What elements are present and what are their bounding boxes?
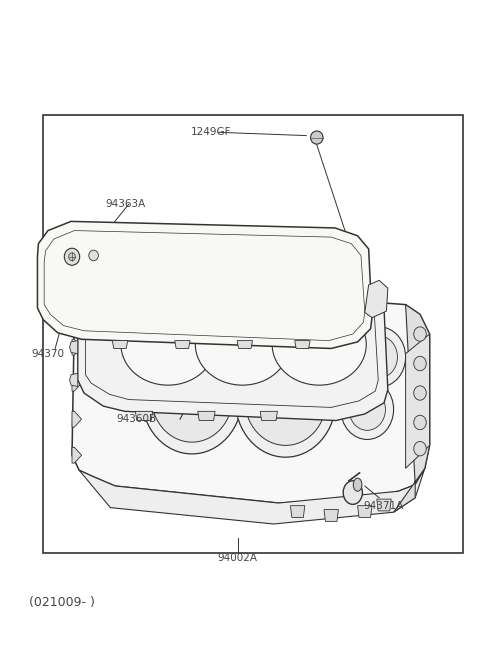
Ellipse shape bbox=[353, 327, 406, 387]
Text: 94002A: 94002A bbox=[217, 553, 258, 563]
Polygon shape bbox=[237, 341, 252, 348]
Ellipse shape bbox=[343, 481, 362, 504]
Ellipse shape bbox=[245, 354, 326, 445]
Polygon shape bbox=[112, 341, 128, 348]
Ellipse shape bbox=[182, 385, 202, 407]
Polygon shape bbox=[290, 506, 305, 517]
Ellipse shape bbox=[414, 327, 426, 341]
Text: 1249GF: 1249GF bbox=[191, 127, 231, 138]
Text: 94370: 94370 bbox=[32, 348, 64, 359]
Ellipse shape bbox=[361, 336, 397, 378]
Ellipse shape bbox=[276, 388, 295, 411]
Polygon shape bbox=[78, 278, 388, 421]
Polygon shape bbox=[72, 447, 82, 463]
Ellipse shape bbox=[272, 304, 366, 385]
Polygon shape bbox=[70, 373, 78, 386]
Ellipse shape bbox=[414, 356, 426, 371]
Polygon shape bbox=[377, 499, 391, 511]
Polygon shape bbox=[72, 288, 430, 503]
Ellipse shape bbox=[151, 350, 233, 442]
Polygon shape bbox=[135, 411, 153, 421]
Polygon shape bbox=[175, 341, 190, 348]
Text: 94360B: 94360B bbox=[117, 414, 157, 424]
Ellipse shape bbox=[235, 342, 336, 457]
Text: 94371A: 94371A bbox=[364, 500, 404, 511]
Ellipse shape bbox=[353, 478, 362, 491]
Ellipse shape bbox=[414, 441, 426, 456]
Ellipse shape bbox=[195, 304, 289, 385]
Polygon shape bbox=[72, 313, 82, 329]
Ellipse shape bbox=[69, 253, 75, 261]
Polygon shape bbox=[406, 334, 430, 468]
Polygon shape bbox=[260, 411, 277, 421]
Ellipse shape bbox=[311, 131, 323, 144]
Polygon shape bbox=[72, 411, 82, 427]
Polygon shape bbox=[365, 280, 388, 318]
Ellipse shape bbox=[341, 379, 394, 440]
Ellipse shape bbox=[142, 339, 242, 454]
Polygon shape bbox=[79, 468, 425, 524]
Ellipse shape bbox=[121, 304, 215, 385]
Polygon shape bbox=[72, 375, 82, 391]
Text: (021009- ): (021009- ) bbox=[29, 596, 95, 609]
Ellipse shape bbox=[89, 250, 98, 261]
Text: 94363A: 94363A bbox=[106, 199, 146, 210]
Polygon shape bbox=[358, 506, 372, 517]
Ellipse shape bbox=[414, 386, 426, 400]
Polygon shape bbox=[198, 411, 215, 421]
Polygon shape bbox=[394, 305, 430, 512]
Bar bbox=[43, 115, 463, 553]
Ellipse shape bbox=[64, 248, 80, 265]
Ellipse shape bbox=[349, 388, 385, 430]
Polygon shape bbox=[70, 311, 78, 324]
Polygon shape bbox=[37, 221, 372, 348]
Polygon shape bbox=[70, 341, 78, 354]
Polygon shape bbox=[295, 341, 310, 348]
Ellipse shape bbox=[414, 415, 426, 430]
Polygon shape bbox=[324, 510, 338, 521]
Polygon shape bbox=[72, 339, 82, 355]
